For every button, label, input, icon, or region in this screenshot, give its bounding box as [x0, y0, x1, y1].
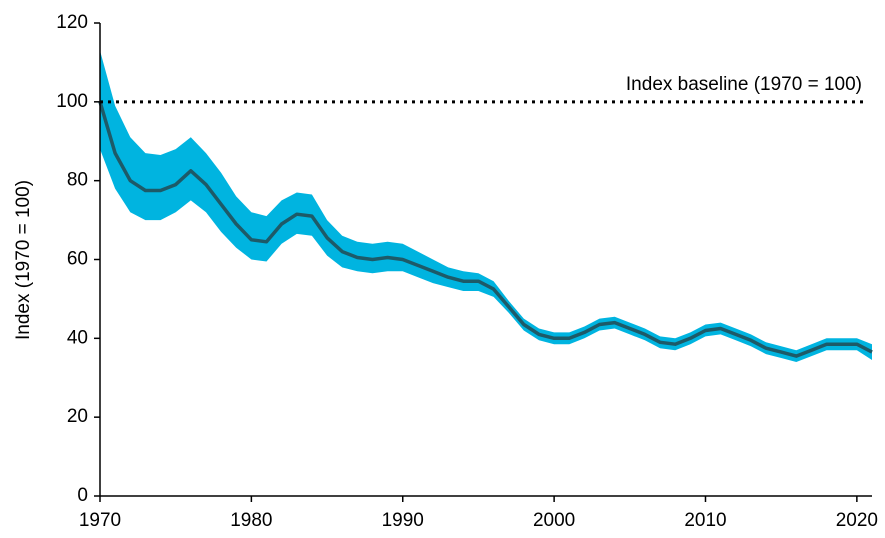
y-tick-label: 100 — [56, 91, 88, 112]
x-tick-label: 2010 — [684, 510, 726, 531]
y-tick-label: 80 — [67, 170, 88, 191]
y-tick-label: 0 — [77, 485, 88, 506]
x-tick-label: 2000 — [533, 510, 575, 531]
x-tick-label: 1980 — [230, 510, 272, 531]
y-tick-label: 20 — [67, 406, 88, 427]
trend-line — [98, 101, 873, 358]
y-axis-label: Index (1970 = 100) — [13, 180, 34, 340]
x-tick-label: 1970 — [79, 510, 121, 531]
x-tick-label: 1990 — [382, 510, 424, 531]
y-tick-label: 60 — [67, 249, 88, 270]
baseline-label: Index baseline (1970 = 100) — [626, 74, 862, 95]
y-tick-label: 120 — [56, 12, 88, 33]
confidence-band — [100, 50, 872, 362]
x-tick-label: 2020 — [836, 510, 878, 531]
y-tick-label: 40 — [67, 327, 88, 348]
